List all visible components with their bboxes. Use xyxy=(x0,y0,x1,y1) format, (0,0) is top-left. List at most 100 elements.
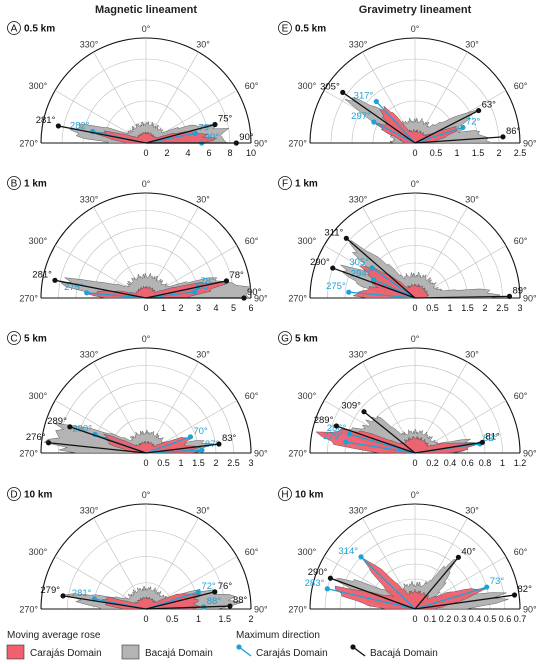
radial-tick-label: 2.5 xyxy=(514,148,527,158)
radial-tick-label: 2 xyxy=(482,303,487,313)
radial-tick-label: 0 xyxy=(143,614,148,624)
right-column-title: Gravimetry lineament xyxy=(359,4,472,16)
carajas-direction-marker: 72° xyxy=(414,116,481,144)
direction-line xyxy=(348,291,416,299)
direction-line xyxy=(145,291,195,299)
angle-label: 60° xyxy=(245,81,259,91)
panel-letter-circle xyxy=(278,21,292,35)
angle-label: 30° xyxy=(196,349,210,359)
direction-dot xyxy=(330,265,336,271)
direction-label: 289° xyxy=(47,416,67,427)
direction-line xyxy=(342,91,416,144)
angle-label: 330° xyxy=(80,39,99,49)
angle-label: 30° xyxy=(465,349,479,359)
direction-label: 309° xyxy=(341,401,361,412)
angle-label: 270° xyxy=(19,139,38,149)
direction-line xyxy=(145,443,220,454)
rose-panel-d: D 10 km 0° 30° 60° 90° 270° 300° 330° 0 0.5 1 1.5 2 28… xyxy=(7,487,268,624)
direction-label: 305° xyxy=(349,257,369,268)
bacaja-direction-marker: 289° xyxy=(314,415,416,454)
angle-label: 330° xyxy=(349,39,368,49)
direction-dot xyxy=(476,107,482,114)
direction-label: 63° xyxy=(482,100,497,111)
direction-label: 286° xyxy=(327,423,347,434)
angle-label: 330° xyxy=(80,194,99,204)
bacaja-direction-marker: 290° xyxy=(310,257,416,299)
bacaja-direction-marker: 75° xyxy=(145,114,233,144)
rose-panels: A 0.5 km 0°30°60°90°270°300°330°0 2 4 6 8 10282… xyxy=(7,21,537,624)
direction-label: 83° xyxy=(198,281,213,292)
direction-dot xyxy=(55,123,61,129)
radial-tick-label: 0.8 xyxy=(479,458,492,468)
direction-label: 73° xyxy=(490,576,505,587)
direction-label: 88° xyxy=(207,596,222,607)
radial-tick-label: 2 xyxy=(213,458,218,468)
angle-label: 0° xyxy=(142,179,151,189)
direction-dot xyxy=(223,278,230,284)
radial-tick-label: 3 xyxy=(517,303,522,313)
bacaja-direction-marker: 90° xyxy=(146,287,262,301)
direction-line xyxy=(414,126,464,144)
angle-label: 330° xyxy=(349,349,368,359)
angle-label: 270° xyxy=(19,294,38,304)
angle-label: 270° xyxy=(19,449,38,459)
bacaja-direction-marker: 305° xyxy=(320,81,416,144)
angle-label: 60° xyxy=(514,547,528,557)
angle-label: 30° xyxy=(196,39,210,49)
carajas-rose xyxy=(315,428,480,454)
direction-label: 83° xyxy=(222,433,237,444)
radial-tick-label: 0 xyxy=(412,148,417,158)
direction-line xyxy=(327,588,416,610)
panel-scale-label: 1 km xyxy=(295,179,318,190)
rose-panel-f: F 1 km 0° 30° 60° 90° 270° 300° 330° 0 0.5 1 1.5 2 2.5… xyxy=(278,176,537,313)
direction-label: 297° xyxy=(351,111,371,122)
direction-dot xyxy=(340,89,346,96)
direction-label: 82° xyxy=(483,433,498,444)
angle-label: 60° xyxy=(245,391,259,401)
direction-line xyxy=(54,279,147,299)
radial-tick-label: 1 xyxy=(178,458,183,468)
left-column-title: Magnetic lineament xyxy=(95,4,197,16)
legend-bacaja-direction-label: Bacajá Domain xyxy=(370,648,438,659)
angle-label: 30° xyxy=(196,194,210,204)
direction-dot xyxy=(241,295,247,301)
angle-label: 300° xyxy=(29,81,48,91)
direction-dot xyxy=(192,289,198,295)
radial-tick-label: 4 xyxy=(213,303,218,313)
direction-label: 76° xyxy=(218,581,233,592)
direction-label: 279° xyxy=(40,585,60,596)
carajas-rose xyxy=(335,557,487,610)
radial-tick-label: 0.6 xyxy=(461,458,474,468)
direction-dot xyxy=(373,98,379,105)
panel-scale-label: 0.5 km xyxy=(24,24,55,35)
direction-label: 72° xyxy=(201,581,216,592)
direction-dot xyxy=(192,130,199,136)
radial-tick-label: 0 xyxy=(143,458,148,468)
direction-line xyxy=(375,101,416,144)
angle-label: 90° xyxy=(523,139,537,149)
panel-letter-circle xyxy=(7,21,21,35)
radial-tick-label: 3 xyxy=(196,303,201,313)
panel-scale-label: 5 km xyxy=(24,334,47,345)
direction-line xyxy=(360,556,416,610)
direction-dot xyxy=(369,265,375,271)
angle-label: 90° xyxy=(254,449,268,459)
direction-dot xyxy=(84,290,90,296)
radial-tick-label: 1.5 xyxy=(218,614,231,624)
direction-line xyxy=(58,125,147,144)
radial-tick-label: 1 xyxy=(447,303,452,313)
direction-dot xyxy=(216,441,222,447)
legend-bacaja-direction-icon xyxy=(350,644,366,657)
panel-letter-circle xyxy=(278,487,292,501)
rose-panel-e: E 0.5 km 0° 30° 60° 90° 270° 300° 330° 0 0.5 1 1.5 2 2… xyxy=(278,21,537,158)
direction-dot xyxy=(479,439,486,445)
angle-label: 330° xyxy=(349,194,368,204)
direction-label: 281° xyxy=(72,588,92,599)
bacaja-direction-marker: 89° xyxy=(414,285,527,299)
bacaja-direction-marker: 279° xyxy=(40,585,147,610)
direction-dot xyxy=(455,554,461,560)
direction-label: 78° xyxy=(229,270,244,281)
angle-label: 90° xyxy=(254,139,268,149)
direction-line xyxy=(345,237,416,299)
direction-dot xyxy=(361,409,367,415)
